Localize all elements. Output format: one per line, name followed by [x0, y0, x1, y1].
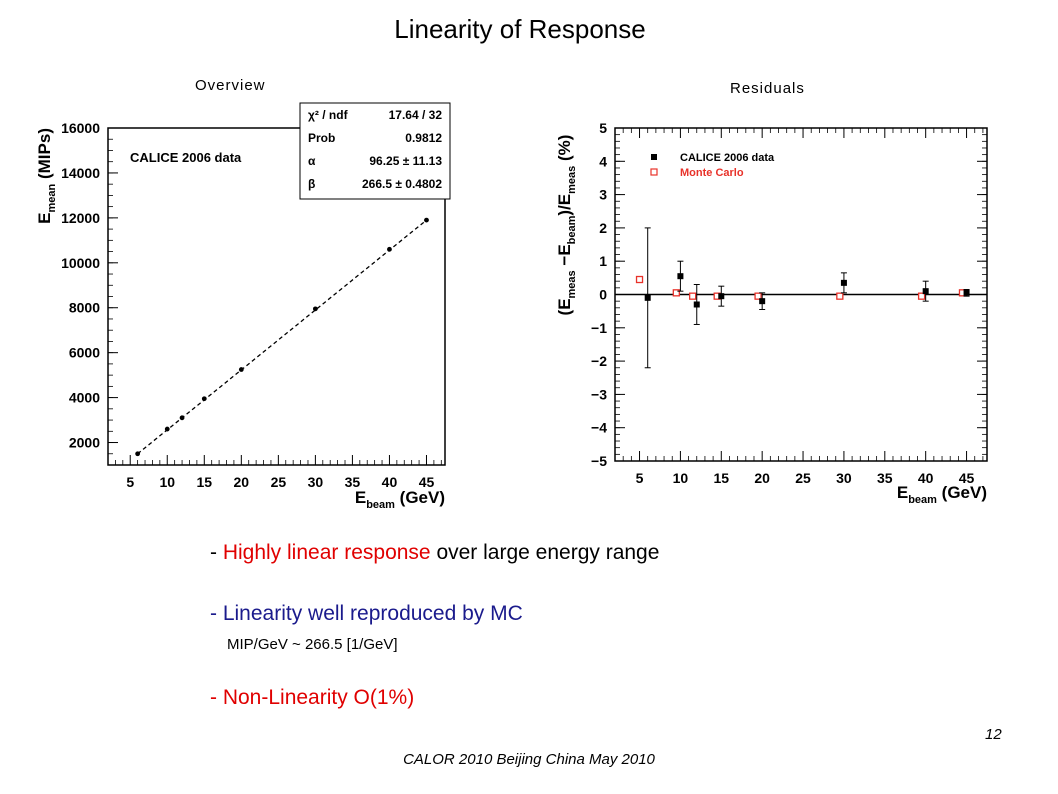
residuals-data-point: [840, 279, 847, 286]
residuals-x-tick-label: 10: [673, 470, 689, 486]
residuals-y-tick-label: −3: [591, 386, 607, 402]
residuals-data-point: [922, 288, 929, 295]
bullet-rest: over large energy range: [430, 541, 660, 564]
overview-data-point: [424, 217, 429, 223]
residuals-chart: 5 10 15 20 25 30 35 40 45−5−4−3−2−1012345CALICE …: [555, 120, 988, 506]
overview-x-tick-label: 5: [126, 474, 134, 490]
residuals-y-tick-label: 1: [599, 253, 607, 269]
overview-data-point: [179, 415, 185, 421]
overview-x-tick-label: 15: [196, 474, 212, 490]
bullet-text: Linearity well reproduced by MC: [222, 602, 523, 625]
overview-fit-label: β: [308, 177, 315, 191]
residuals-legend-data-label: CALICE 2006 data: [680, 152, 775, 164]
overview-x-tick-label: 25: [271, 474, 287, 490]
overview-y-tick-label: 12000: [61, 210, 100, 226]
residuals-x-tick-label: 25: [795, 470, 811, 486]
overview-fit-label: Prob: [308, 131, 335, 145]
residuals-mc-point: [754, 292, 762, 300]
overview-fit-label: χ² / ndf: [308, 108, 349, 122]
overview-data-annotation: CALICE 2006 data: [130, 150, 242, 165]
overview-label: Overview: [195, 77, 266, 94]
residuals-legend-mc-marker: [650, 168, 658, 176]
residuals-y-tick-label: −4: [591, 420, 607, 436]
residuals-y-tick-label: 5: [599, 120, 607, 136]
residuals-x-tick-label: 20: [754, 470, 770, 486]
residuals-mc-point: [917, 292, 926, 300]
overview-fit-value: 17.64 / 32: [389, 108, 443, 122]
slide-title: Linearity of Response: [394, 14, 646, 44]
overview-data-point: [201, 396, 207, 402]
overview-y-tick-label: 4000: [69, 390, 100, 406]
overview-x-tick-label: 30: [308, 474, 324, 490]
residuals-data-point: [677, 273, 684, 280]
bullet-dash: -: [210, 602, 223, 625]
residuals-x-tick-label: 45: [959, 470, 975, 486]
overview-fit-line: [137, 219, 427, 455]
overview-y-tick-label: 14000: [61, 165, 100, 181]
residuals-data-point: [718, 293, 725, 300]
overview-data-point: [164, 426, 170, 432]
residuals-x-tick-label: 15: [713, 470, 729, 486]
residuals-data-point: [963, 289, 970, 296]
residuals-label: Residuals: [730, 80, 805, 97]
footer: CALOR 2010 Beijing China May 2010: [403, 751, 655, 768]
overview-data-point: [387, 246, 392, 252]
residuals-x-tick-label: 40: [918, 470, 934, 486]
bullet-highlight: Highly linear response: [222, 541, 431, 564]
overview-fit-value: 0.9812: [405, 131, 442, 145]
residuals-y-tick-label: 2: [599, 220, 607, 236]
bullet-mc-linearity: - Linearity well reproduced by MC: [210, 602, 523, 626]
residuals-mc-point: [672, 289, 680, 297]
residuals-y-tick-label: −1: [591, 320, 607, 336]
overview-y-tick-label: 2000: [69, 435, 100, 451]
overview-x-tick-label: 10: [159, 474, 175, 490]
residuals-legend-mc-label: Monte Carlo: [680, 167, 744, 179]
overview-y-tick-label: 16000: [61, 120, 100, 136]
residuals-y-tick-label: 0: [599, 287, 607, 303]
overview-data-point: [312, 306, 318, 312]
residuals-data-point: [693, 301, 700, 308]
bullet-mip-per-gev: MIP/GeV ~ 266.5 [1/GeV]: [227, 636, 398, 653]
overview-data-point: [238, 367, 244, 372]
bullet-non-linearity: - Non-Linearity O(1%): [210, 686, 415, 709]
residuals-x-tick-label: 5: [636, 470, 644, 486]
residuals-mc-point: [689, 292, 697, 300]
overview-x-tick-label: 20: [234, 474, 250, 490]
residuals-x-axis-label: Ebeam (GeV): [897, 483, 987, 506]
residuals-x-tick-label: 35: [877, 470, 893, 486]
overview-data-point: [135, 451, 141, 457]
overview-chart: 5 10 15 20 25 30 35 40 45 2000 4000 6000 8000 10000 12…: [35, 102, 451, 510]
page-number: 12: [985, 726, 1002, 743]
bullet-dash: -: [210, 541, 223, 564]
overview-x-tick-label: 45: [419, 474, 435, 490]
overview-y-tick-label: 8000: [69, 300, 100, 316]
residuals-mc-point: [836, 292, 844, 300]
bullet-linear-response: - Highly linear response over large ener…: [210, 541, 659, 565]
overview-fit-box: [299, 102, 451, 200]
residuals-mc-point: [635, 275, 644, 284]
residuals-legend-data-marker: [651, 154, 657, 160]
overview-fit-label: α: [308, 154, 316, 168]
residuals-x-tick-label: 30: [836, 470, 852, 486]
overview-y-tick-label: 10000: [61, 255, 100, 271]
residuals-y-tick-label: 3: [599, 187, 607, 203]
residuals-y-tick-label: 4: [599, 153, 607, 169]
overview-y-tick-label: 6000: [69, 345, 100, 361]
residuals-data-point: [644, 294, 651, 301]
overview-x-axis-label: Ebeam (GeV): [355, 488, 445, 510]
overview-fit-value: 266.5 ± 0.4802: [362, 177, 442, 191]
overview-x-tick-label: 40: [382, 474, 398, 490]
residuals-y-tick-label: −5: [591, 453, 607, 469]
overview-fit-value: 96.25 ± 11.13: [369, 154, 442, 168]
residuals-data-point: [759, 298, 766, 305]
residuals-y-tick-label: −2: [591, 353, 607, 369]
overview-x-tick-label: 35: [345, 474, 361, 490]
overview-y-axis-label: Emean (MIPs): [35, 128, 58, 224]
residuals-y-axis-label: (Emeas −Ebeam)/Emeas (%): [555, 135, 578, 316]
